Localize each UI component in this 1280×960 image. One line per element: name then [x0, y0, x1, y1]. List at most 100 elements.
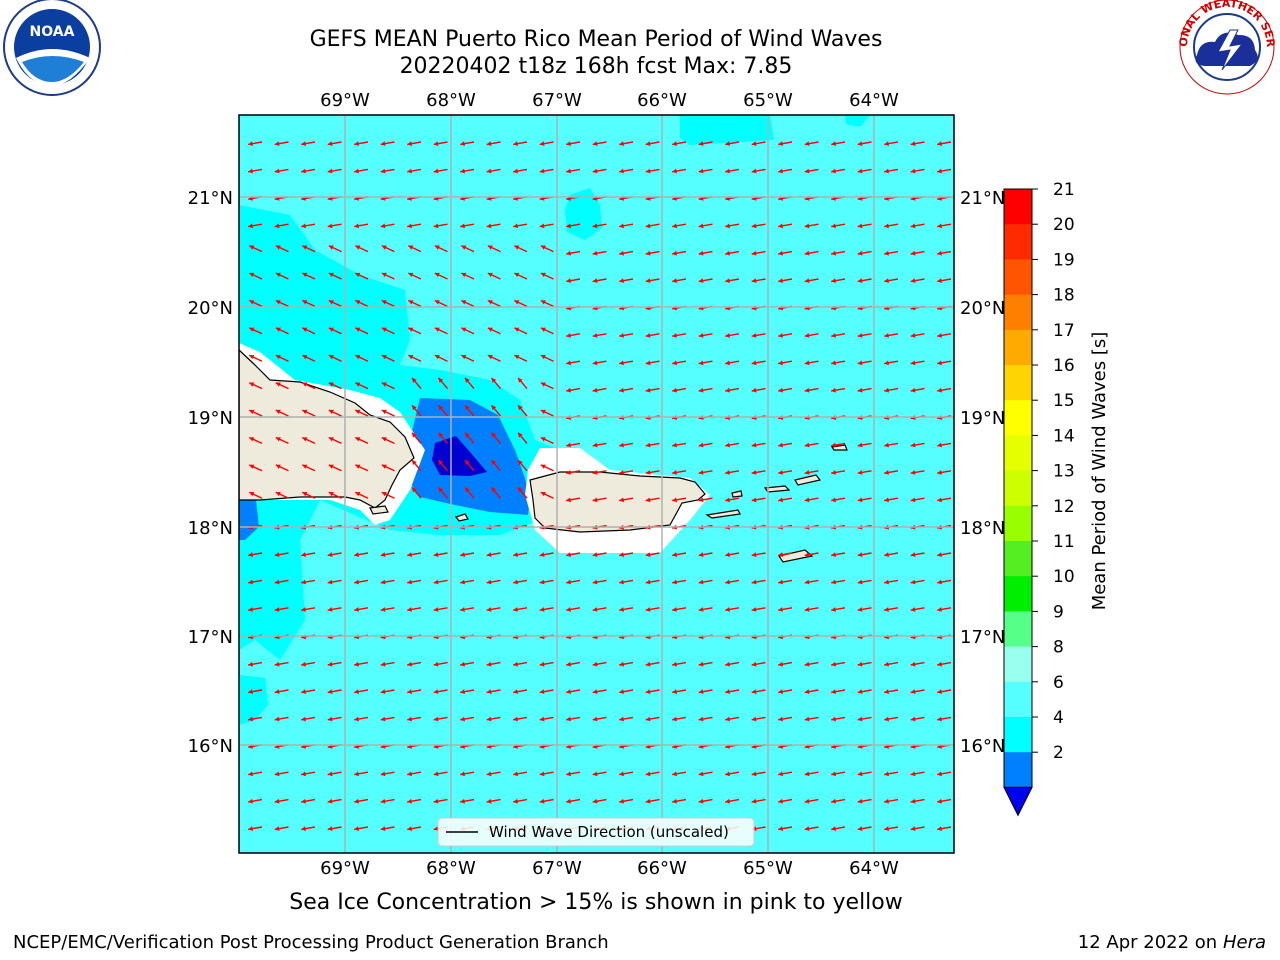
wind-arrow-head	[514, 272, 520, 278]
wind-arrow-head	[460, 771, 465, 777]
wind-arrow-head	[407, 771, 412, 777]
footer-host: Hera	[1222, 932, 1266, 953]
wind-arrow-head	[804, 442, 810, 448]
wind-arrow-head	[539, 771, 545, 777]
wind-arrow-head	[884, 826, 889, 831]
wind-arrow-head	[619, 661, 624, 667]
colorbar-tick-label: 21	[1053, 180, 1075, 200]
wind-arrow-head	[354, 607, 359, 612]
wind-arrow-head	[804, 552, 810, 557]
wind-arrow-head	[725, 661, 730, 667]
wind-arrow-head	[355, 464, 361, 469]
wind-arrow-head	[460, 798, 465, 804]
wind-arrow-head	[831, 716, 836, 722]
wind-arrow-head	[301, 716, 306, 722]
wind-arrow-head	[301, 689, 306, 694]
wind-arrow-head	[380, 141, 386, 146]
wind-arrow-head	[513, 771, 518, 777]
wind-arrow-head	[937, 470, 942, 475]
wind-arrow-head	[619, 387, 624, 393]
lat-tick-left: 17°N	[188, 627, 233, 648]
wind-arrow-head	[751, 552, 757, 557]
st-croix-island	[778, 549, 814, 563]
wind-arrow-head	[592, 168, 598, 174]
wind-arrow-head	[884, 716, 889, 722]
lon-tick-bottom: 67°W	[532, 858, 582, 879]
wind-arrow-head	[487, 327, 493, 332]
wind-arrow-head	[804, 689, 810, 694]
wind-arrow-head	[698, 250, 704, 256]
wind-arrow-head	[274, 689, 280, 694]
wind-arrow-head	[249, 327, 255, 332]
lat-tick-right: 20°N	[960, 298, 1005, 319]
wind-arrow-head	[831, 141, 836, 146]
wind-arrow-head	[778, 689, 783, 694]
wind-arrow-head	[274, 661, 280, 667]
wind-arrow-head	[275, 409, 281, 415]
wind-arrow-head	[275, 492, 281, 497]
wind-arrow-head	[698, 552, 704, 557]
wind-arrow-head	[491, 432, 497, 438]
wind-arrow-head	[274, 607, 280, 612]
wind-arrow-head	[438, 487, 444, 493]
colorbar-tick-label: 19	[1053, 250, 1075, 270]
wind-arrow-head	[831, 689, 836, 694]
wind-arrow-head	[354, 716, 359, 722]
wind-arrow-head	[301, 552, 306, 557]
wind-arrow-head	[937, 333, 942, 338]
wind-arrow-head	[619, 141, 624, 146]
wind-arrow-head	[884, 141, 889, 146]
wind-arrow-head	[460, 689, 465, 694]
wind-arrow-head	[778, 470, 783, 475]
wind-arrow-head	[804, 716, 810, 722]
wind-arrow-head	[645, 250, 651, 256]
wind-arrow-head	[434, 327, 440, 332]
lon-tick-top: 64°W	[849, 90, 899, 111]
wind-arrow-head	[645, 798, 651, 804]
wind-arrow-head	[327, 223, 333, 229]
wind-arrow-head	[619, 716, 624, 722]
wind-arrow-head	[248, 607, 253, 612]
wind-arrow-head	[698, 607, 704, 612]
lat-tick-right: 21°N	[960, 188, 1005, 209]
wind-arrow-head	[248, 661, 253, 667]
wind-direction-legend: Wind Wave Direction (unscaled)	[437, 817, 755, 847]
wind-arrow-head	[513, 168, 518, 174]
wind-arrow-head	[274, 141, 280, 146]
wind-arrow-head	[491, 460, 497, 465]
wind-arrow-head	[804, 826, 810, 831]
wind-arrow-head	[407, 141, 412, 146]
wind-arrow-head	[884, 661, 889, 667]
wind-arrow-head	[857, 771, 863, 777]
wind-arrow-head	[672, 689, 677, 694]
wind-arrow-head	[592, 360, 598, 366]
wind-arrow-head	[433, 579, 439, 585]
footer-date: 12 Apr 2022 on Hera	[1078, 932, 1266, 953]
wind-arrow-head	[751, 607, 757, 612]
wind-arrow-head	[354, 552, 359, 557]
wind-arrow-head	[380, 168, 386, 174]
lat-tick-right: 18°N	[960, 518, 1005, 539]
wind-arrow-head	[672, 470, 677, 475]
wind-arrow-head	[465, 405, 470, 411]
wind-arrow-head	[910, 250, 916, 256]
map-subtitle: 20220402 t18z 168h fcst Max: 7.85	[399, 54, 793, 79]
wind-arrow-head	[566, 360, 571, 366]
wind-arrow-head	[857, 470, 863, 475]
wind-arrow-head	[698, 360, 704, 366]
virgin-islands-1	[763, 485, 791, 493]
wind-arrow-head	[302, 300, 308, 305]
wind-arrow-head	[672, 333, 677, 338]
wind-arrow-head	[645, 607, 651, 612]
wind-arrow-head	[937, 250, 942, 256]
wind-arrow-head	[778, 826, 783, 831]
noaa-logo: NOAA	[3, 0, 101, 96]
wind-arrow-head	[518, 405, 523, 411]
wind-arrow-head	[249, 437, 255, 442]
wind-arrow-head	[937, 141, 942, 146]
lon-tick-top: 66°W	[637, 90, 687, 111]
wind-arrow-head	[831, 552, 836, 557]
wind-arrow-head	[566, 387, 571, 393]
wind-arrow-head	[831, 250, 836, 256]
